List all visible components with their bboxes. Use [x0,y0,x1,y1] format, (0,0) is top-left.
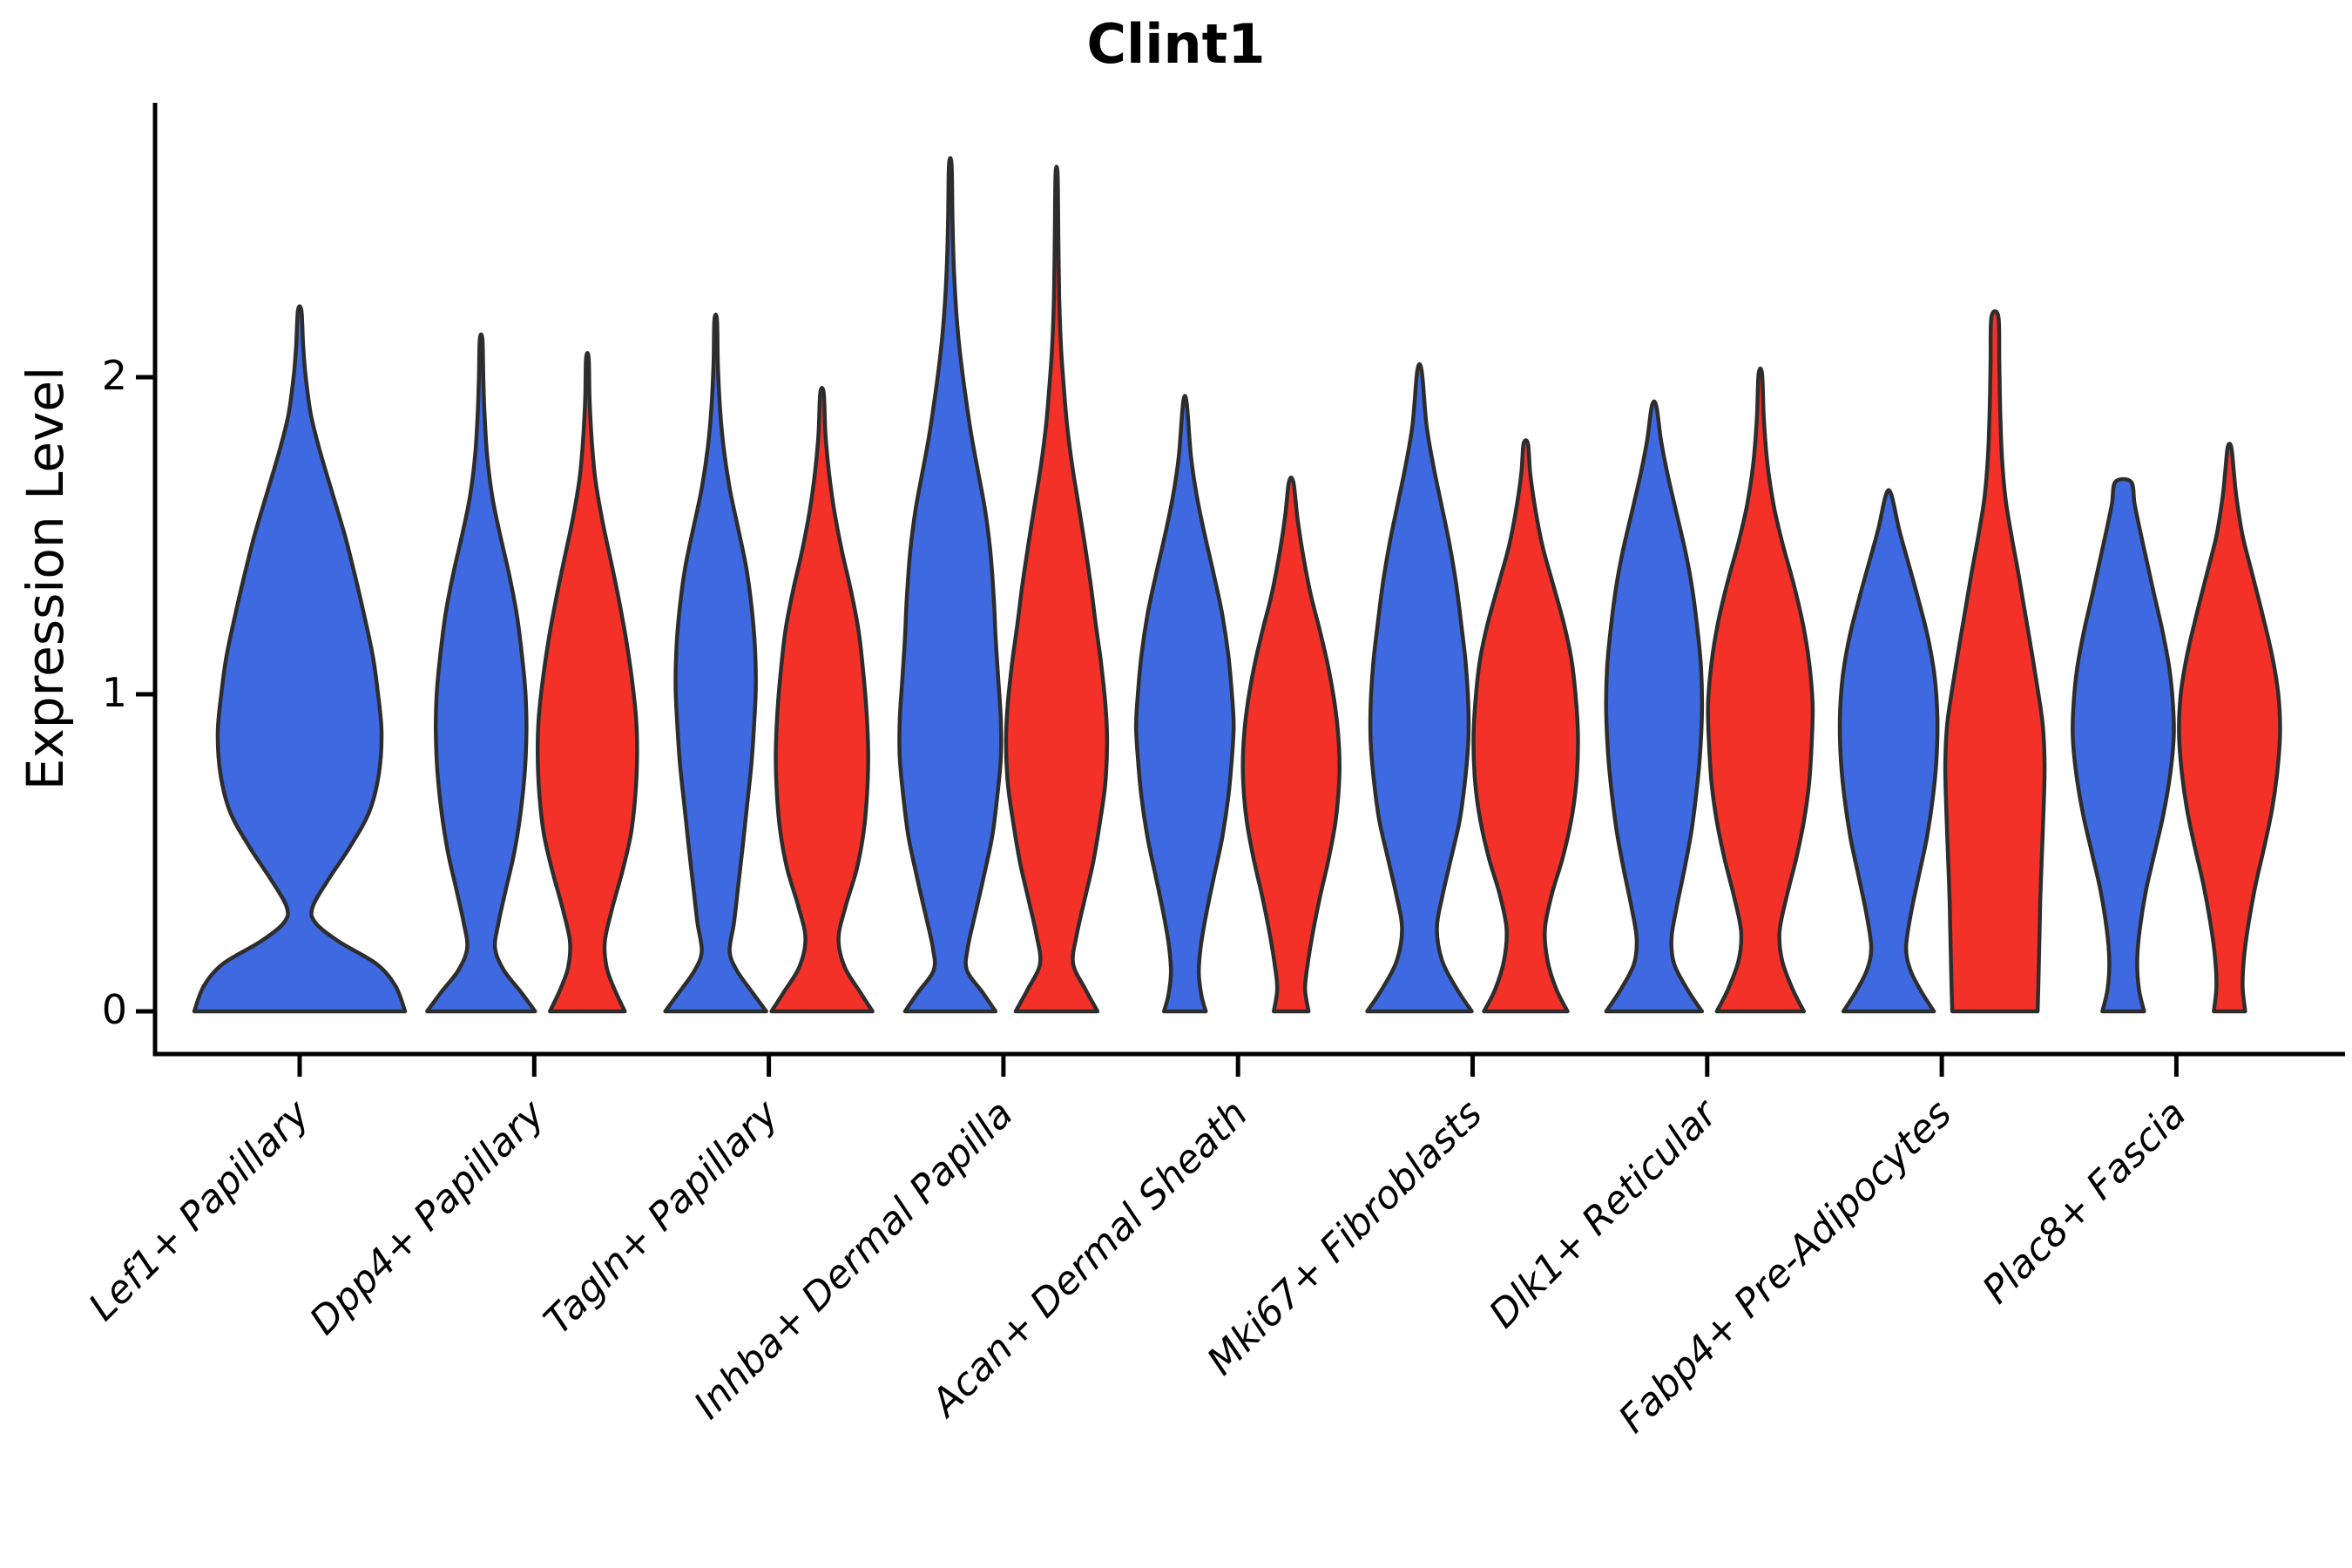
axis-spines [152,103,2345,1057]
y-tick-label: 1 [101,669,127,717]
violin-red-9 [2177,442,2282,1014]
y-tick-label: 2 [101,352,127,400]
violin-blue-6 [1365,362,1474,1014]
y-axis-title: Expression Level [16,366,75,791]
violin-red-3 [769,386,875,1014]
violin-blue-3 [663,312,768,1014]
violin-red-4 [1004,165,1110,1014]
violin-blue-2 [425,332,537,1014]
violin-red-8 [1943,309,2047,1014]
violin-blue-5 [1133,394,1236,1014]
violin-blue-4 [897,156,1004,1014]
violin-blue-8 [1837,488,1940,1014]
chart-title: Clint1 [1086,12,1266,76]
violin-red-7 [1706,366,1815,1014]
violin-blue-9 [2070,476,2176,1014]
y-tick-label: 0 [101,986,127,1034]
violin-red-6 [1471,438,1580,1014]
violin-red-5 [1240,475,1342,1014]
violin-red-2 [535,351,639,1014]
violin-blue-1 [192,304,408,1014]
violin-blue-7 [1604,399,1705,1014]
